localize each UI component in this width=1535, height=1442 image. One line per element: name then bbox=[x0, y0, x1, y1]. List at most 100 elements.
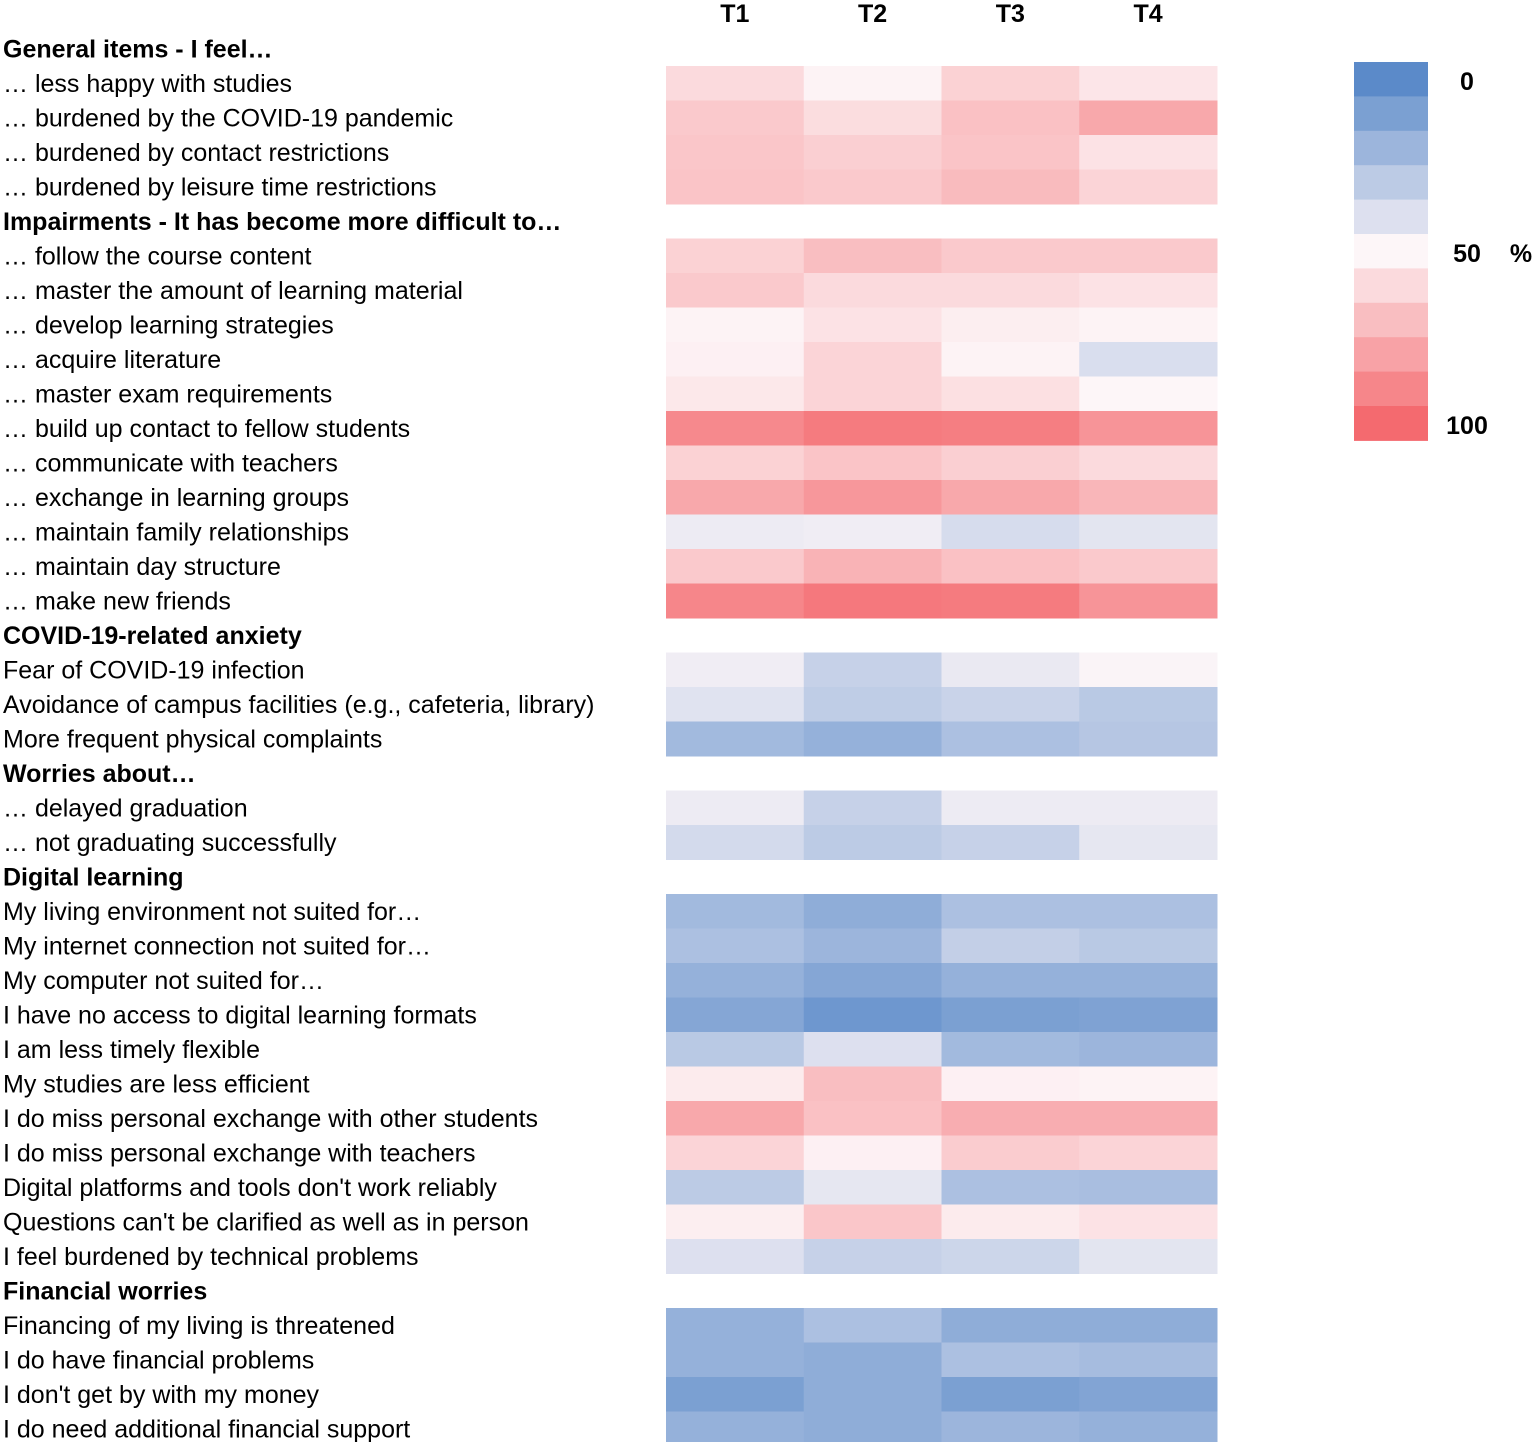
heatmap-cell-more-frequent-physical-complaints-t4 bbox=[1079, 721, 1218, 757]
row-label-i-do-need-additional-financial-support: I do need additional financial support bbox=[3, 1416, 410, 1442]
heatmap-cell-more-frequent-physical-complaints-t2 bbox=[803, 721, 942, 757]
row-label-not-graduating-successfully: … not graduating successfully bbox=[3, 829, 337, 857]
heatmap-cell-my-internet-connection-not-suited-for-t1 bbox=[666, 928, 805, 964]
heatmap-cell-digital-platforms-and-tools-don-t-work-reliably-t2 bbox=[803, 1170, 942, 1205]
heatmap-cell-digital-platforms-and-tools-don-t-work-reliably-t3 bbox=[941, 1170, 1080, 1205]
heatmap-cell-i-do-need-additional-financial-support-t4 bbox=[1079, 1411, 1218, 1442]
row-label-master-the-amount-of-learning-material: … master the amount of learning material bbox=[3, 277, 463, 305]
heatmap-cell-develop-learning-strategies-t2 bbox=[803, 307, 942, 343]
heatmap-cell-build-up-contact-to-fellow-students-t4 bbox=[1079, 411, 1218, 446]
row-label-maintain-day-structure: … maintain day structure bbox=[3, 553, 281, 581]
heatmap-cell-questions-can-t-be-clarified-as-well-as-in-perso-t3 bbox=[941, 1204, 1080, 1240]
heatmap-cell-exchange-in-learning-groups-t2 bbox=[803, 480, 942, 515]
section-header-digital-learning: Digital learning bbox=[3, 864, 184, 892]
heatmap-cell-i-am-less-timely-flexible-t4 bbox=[1079, 1032, 1218, 1067]
heatmap-cell-less-happy-with-studies-t3 bbox=[941, 66, 1080, 101]
heatmap-cell-i-have-no-access-to-digital-learning-formats-t4 bbox=[1079, 997, 1218, 1033]
row-label-delayed-graduation: … delayed graduation bbox=[3, 795, 248, 823]
heatmap-cell-i-do-miss-personal-exchange-with-teachers-t3 bbox=[941, 1135, 1080, 1171]
heatmap-cell-i-do-miss-personal-exchange-with-other-students-t1 bbox=[666, 1101, 805, 1136]
heatmap-cell-maintain-family-relationships-t1 bbox=[666, 514, 805, 550]
heatmap-cell-financing-of-my-living-is-threatened-t1 bbox=[666, 1308, 805, 1343]
heatmap-cell-questions-can-t-be-clarified-as-well-as-in-perso-t2 bbox=[803, 1204, 942, 1240]
heatmap-cell-digital-platforms-and-tools-don-t-work-reliably-t1 bbox=[666, 1170, 805, 1205]
heatmap-cell-digital-platforms-and-tools-don-t-work-reliably-t4 bbox=[1079, 1170, 1218, 1205]
heatmap-cell-avoidance-of-campus-facilities-e-g-cafeteria-lib-t3 bbox=[941, 687, 1080, 722]
heatmap-cell-my-living-environment-not-suited-for-t4 bbox=[1079, 894, 1218, 929]
legend-swatch-4 bbox=[1354, 199, 1428, 235]
heatmap-cell-maintain-day-structure-t4 bbox=[1079, 549, 1218, 584]
heatmap-cell-burdened-by-leisure-time-restrictions-t3 bbox=[941, 169, 1080, 205]
heatmap-cell-acquire-literature-t4 bbox=[1079, 342, 1218, 377]
heatmap-cell-acquire-literature-t1 bbox=[666, 342, 805, 377]
row-label-exchange-in-learning-groups: … exchange in learning groups bbox=[3, 484, 349, 512]
row-label-i-feel-burdened-by-technical-problems: I feel burdened by technical problems bbox=[3, 1243, 419, 1271]
legend-swatch-8 bbox=[1354, 337, 1428, 373]
legend-unit-label: % bbox=[1510, 240, 1532, 268]
row-label-my-living-environment-not-suited-for: My living environment not suited for… bbox=[3, 898, 421, 926]
heatmap-cell-follow-the-course-content-t4 bbox=[1079, 238, 1218, 274]
heatmap-cell-i-do-miss-personal-exchange-with-teachers-t4 bbox=[1079, 1135, 1218, 1171]
heatmap-cell-i-do-have-financial-problems-t4 bbox=[1079, 1342, 1218, 1378]
heatmap-cell-follow-the-course-content-t3 bbox=[941, 238, 1080, 274]
heatmap-cell-less-happy-with-studies-t1 bbox=[666, 66, 805, 101]
heatmap-cell-master-exam-requirements-t3 bbox=[941, 376, 1080, 412]
heatmap-cell-communicate-with-teachers-t4 bbox=[1079, 445, 1218, 481]
heatmap-cell-i-do-miss-personal-exchange-with-teachers-t2 bbox=[803, 1135, 942, 1171]
heatmap-cell-burdened-by-the-covid-19-pandemic-t4 bbox=[1079, 100, 1218, 136]
heatmap-cell-my-computer-not-suited-for-t1 bbox=[666, 963, 805, 998]
row-label-i-don-t-get-by-with-my-money: I don't get by with my money bbox=[3, 1381, 320, 1409]
heatmap-cell-not-graduating-successfully-t2 bbox=[803, 825, 942, 860]
heatmap-cell-master-exam-requirements-t1 bbox=[666, 376, 805, 412]
heatmap-cell-i-have-no-access-to-digital-learning-formats-t3 bbox=[941, 997, 1080, 1033]
heatmap-cells bbox=[666, 66, 1218, 1442]
row-label-fear-of-covid-19-infection: Fear of COVID-19 infection bbox=[3, 657, 305, 685]
heatmap-cell-maintain-day-structure-t1 bbox=[666, 549, 805, 584]
legend-swatch-9 bbox=[1354, 371, 1428, 407]
heatmap-cell-master-the-amount-of-learning-material-t4 bbox=[1079, 273, 1218, 308]
row-label-burdened-by-leisure-time-restrictions: … burdened by leisure time restrictions bbox=[3, 174, 437, 202]
heatmap-cell-i-don-t-get-by-with-my-money-t2 bbox=[803, 1377, 942, 1412]
heatmap-cell-i-feel-burdened-by-technical-problems-t1 bbox=[666, 1239, 805, 1274]
row-label-maintain-family-relationships: … maintain family relationships bbox=[3, 519, 349, 547]
heatmap-cell-maintain-family-relationships-t3 bbox=[941, 514, 1080, 550]
heatmap-cell-develop-learning-strategies-t4 bbox=[1079, 307, 1218, 343]
row-label-acquire-literature: … acquire literature bbox=[3, 346, 221, 374]
row-label-financing-of-my-living-is-threatened: Financing of my living is threatened bbox=[3, 1312, 395, 1340]
heatmap-cell-exchange-in-learning-groups-t1 bbox=[666, 480, 805, 515]
heatmap-cell-i-have-no-access-to-digital-learning-formats-t1 bbox=[666, 997, 805, 1033]
heatmap-cell-not-graduating-successfully-t3 bbox=[941, 825, 1080, 860]
heatmap-cell-questions-can-t-be-clarified-as-well-as-in-perso-t1 bbox=[666, 1204, 805, 1240]
legend-swatch-10 bbox=[1354, 406, 1428, 441]
heatmap-cell-my-internet-connection-not-suited-for-t3 bbox=[941, 928, 1080, 964]
legend-max-label: 100 bbox=[1446, 412, 1488, 440]
heatmap-cell-build-up-contact-to-fellow-students-t1 bbox=[666, 411, 805, 446]
heatmap-cell-fear-of-covid-19-infection-t1 bbox=[666, 652, 805, 688]
heatmap-cell-my-studies-are-less-efficient-t4 bbox=[1079, 1066, 1218, 1102]
heatmap-cell-develop-learning-strategies-t3 bbox=[941, 307, 1080, 343]
row-label-build-up-contact-to-fellow-students: … build up contact to fellow students bbox=[3, 415, 410, 443]
heatmap-cell-less-happy-with-studies-t2 bbox=[803, 66, 942, 101]
heatmap-cell-build-up-contact-to-fellow-students-t3 bbox=[941, 411, 1080, 446]
row-label-follow-the-course-content: … follow the course content bbox=[3, 243, 312, 271]
heatmap-cell-i-feel-burdened-by-technical-problems-t4 bbox=[1079, 1239, 1218, 1274]
heatmap-cell-my-living-environment-not-suited-for-t2 bbox=[803, 894, 942, 929]
heatmap-cell-follow-the-course-content-t2 bbox=[803, 238, 942, 274]
section-header-impairments-it-has-become-more-difficult-to: Impairments - It has become more difficu… bbox=[3, 208, 561, 236]
heatmap-cell-delayed-graduation-t2 bbox=[803, 790, 942, 826]
heatmap-cell-my-studies-are-less-efficient-t2 bbox=[803, 1066, 942, 1102]
row-label-burdened-by-contact-restrictions: … burdened by contact restrictions bbox=[3, 139, 389, 167]
heatmap-cell-master-the-amount-of-learning-material-t2 bbox=[803, 273, 942, 308]
heatmap-cell-burdened-by-leisure-time-restrictions-t1 bbox=[666, 169, 805, 205]
row-label-i-am-less-timely-flexible: I am less timely flexible bbox=[3, 1036, 260, 1064]
heatmap-cell-i-am-less-timely-flexible-t2 bbox=[803, 1032, 942, 1067]
legend-swatch-7 bbox=[1354, 302, 1428, 338]
row-label-master-exam-requirements: … master exam requirements bbox=[3, 381, 332, 409]
heatmap-cell-delayed-graduation-t4 bbox=[1079, 790, 1218, 826]
heatmap-cell-i-do-miss-personal-exchange-with-other-students-t3 bbox=[941, 1101, 1080, 1136]
column-headers: T1 T2 T3 T4 bbox=[720, 0, 1163, 28]
heatmap-cell-i-don-t-get-by-with-my-money-t4 bbox=[1079, 1377, 1218, 1412]
row-label-less-happy-with-studies: … less happy with studies bbox=[3, 70, 292, 98]
section-header-general-items-i-feel: General items - I feel… bbox=[3, 36, 273, 64]
heatmap-cell-communicate-with-teachers-t1 bbox=[666, 445, 805, 481]
